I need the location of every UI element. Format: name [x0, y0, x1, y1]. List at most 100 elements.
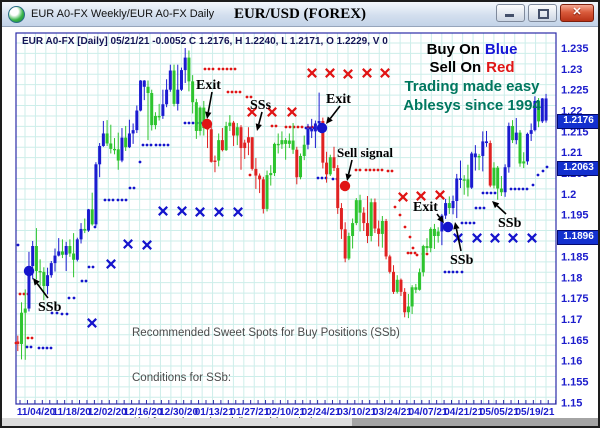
candle: [473, 153, 477, 158]
candle: [191, 81, 195, 103]
candle: [518, 132, 522, 164]
candle: [339, 208, 343, 230]
candle: [410, 287, 414, 307]
candle: [485, 141, 489, 144]
y-tick-label: 1.18: [561, 272, 582, 284]
candle: [98, 145, 102, 165]
candle: [105, 133, 109, 144]
minimize-button[interactable]: [496, 4, 525, 22]
y-tick-label: 1.23: [561, 64, 582, 76]
resistance-dots: [14, 67, 429, 345]
candle: [295, 149, 299, 178]
candle: [228, 122, 232, 126]
candle: [27, 266, 31, 309]
candle: [395, 279, 399, 292]
candle: [280, 140, 284, 145]
candle: [31, 246, 35, 267]
candle: [179, 70, 183, 90]
candle: [272, 143, 276, 174]
restore-icon: [538, 9, 549, 19]
candle: [503, 167, 507, 193]
candle: [488, 143, 492, 186]
candle: [384, 221, 388, 257]
callout-label: Exit: [326, 92, 351, 107]
candle: [347, 236, 351, 259]
close-button[interactable]: ✕: [560, 4, 594, 22]
y-tick-label: 1.185: [561, 251, 589, 263]
candle: [101, 133, 105, 146]
candle: [533, 100, 537, 131]
app-icon: [8, 5, 25, 23]
x-tick-label: 02/10/21: [266, 407, 305, 418]
note-line: Recommended Sweet Spots for Buy Position…: [132, 327, 400, 339]
candle: [470, 153, 474, 188]
x-tick-label: 11/18/20: [52, 407, 91, 418]
x-tick-label: 04/21/21: [444, 407, 483, 418]
candle: [213, 160, 217, 162]
price-tag: 1.2176: [557, 113, 600, 129]
candle: [113, 148, 117, 151]
exit-dot: [442, 221, 454, 233]
candle: [75, 239, 79, 260]
callout-label: SSb: [450, 253, 474, 268]
horizontal-scrollbar[interactable]: [2, 418, 598, 426]
promo-buy-line: Buy On Blue: [426, 41, 518, 58]
candle: [83, 228, 87, 231]
y-tick-label: 1.215: [561, 126, 589, 138]
candle: [425, 246, 429, 249]
candle: [38, 271, 42, 273]
candle: [60, 251, 64, 255]
candle: [291, 140, 295, 150]
candle: [351, 223, 355, 237]
candle: [250, 137, 254, 169]
candle: [432, 228, 436, 237]
candle: [377, 228, 381, 234]
candle: [466, 179, 470, 188]
candle: [507, 125, 511, 168]
scrollbar-thumb[interactable]: [352, 418, 598, 426]
candle: [429, 228, 433, 249]
ssb-note-block: Recommended Sweet Spots for Buy Position…: [132, 296, 400, 428]
candle: [444, 203, 448, 216]
candle: [49, 263, 53, 276]
candle: [187, 57, 191, 82]
y-axis-labels: 1.2351.231.2251.221.2151.211.2051.21.195…: [561, 43, 589, 409]
candle: [94, 164, 98, 225]
restore-button[interactable]: [528, 4, 557, 22]
promo-tagline-2: Ablesys since 1994: [403, 97, 541, 114]
candle: [358, 200, 362, 213]
candle: [86, 209, 90, 231]
support-dots: [16, 121, 549, 350]
candle: [306, 128, 310, 145]
candle: [217, 140, 221, 161]
candle: [120, 137, 124, 161]
candle: [109, 143, 113, 149]
candle: [183, 57, 187, 71]
candle: [455, 178, 459, 201]
chart-title: EUR/USD (FOREX): [233, 5, 367, 22]
candle: [243, 142, 247, 149]
candle: [325, 162, 329, 175]
candle: [421, 246, 425, 273]
candle: [332, 157, 336, 169]
y-tick-label: 1.155: [561, 376, 589, 388]
candle: [436, 231, 440, 237]
minimize-icon: [505, 14, 514, 17]
candle: [287, 140, 291, 144]
x-tick-label: 11/04/20: [17, 407, 56, 418]
x-tick-label: 05/19/21: [515, 407, 554, 418]
candle: [142, 80, 146, 87]
candle: [458, 178, 462, 180]
callouts: Exit SSs Exit Sell signal Exit SSb SSb SSb: [33, 78, 522, 315]
y-tick-label: 1.165: [561, 335, 589, 347]
candle: [261, 179, 265, 209]
y-tick-label: 1.15: [561, 397, 582, 409]
candle: [165, 89, 169, 105]
x-tick-label: 01/27/21: [230, 407, 269, 418]
candle: [176, 89, 180, 104]
buy signal-dot: [23, 265, 35, 277]
x-tick-label: 01/13/21: [195, 407, 234, 418]
candle: [343, 229, 347, 259]
candle: [235, 127, 239, 136]
candle: [403, 291, 407, 313]
